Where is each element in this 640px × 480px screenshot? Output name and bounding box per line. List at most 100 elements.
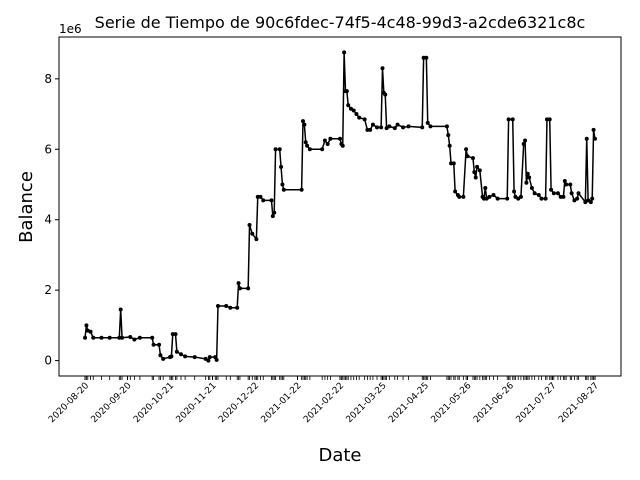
data-point (183, 354, 188, 359)
data-point (280, 182, 285, 187)
data-point (178, 352, 183, 357)
data-point (401, 125, 406, 130)
data-point (506, 117, 511, 122)
data-point (151, 342, 156, 347)
data-point (383, 92, 388, 97)
x-tick-label: 2020-11-21 (175, 381, 219, 425)
plot-frame (58, 36, 622, 377)
data-point (472, 170, 477, 175)
data-point (544, 117, 549, 122)
data-point (236, 281, 241, 286)
data-point (83, 335, 88, 340)
data-point (235, 305, 240, 310)
data-point (303, 140, 308, 145)
data-point (273, 147, 278, 152)
data-point (362, 117, 367, 122)
data-point (354, 112, 359, 117)
data-point (320, 147, 325, 152)
data-point (192, 355, 197, 360)
data-point (523, 138, 528, 143)
y-tick-label: 2 (44, 283, 52, 297)
data-point (91, 335, 96, 340)
data-point (524, 180, 529, 185)
data-point (527, 175, 532, 180)
data-point (555, 191, 560, 196)
x-tick-label: 2020-08-20 (47, 381, 91, 425)
data-point (340, 143, 345, 148)
x-tick-label: 2021-06-26 (472, 381, 516, 425)
y-tick-label: 4 (44, 213, 52, 227)
data-point (465, 154, 470, 159)
x-tick-label: 2021-08-27 (557, 381, 601, 425)
data-point (246, 286, 251, 291)
data-point (305, 143, 310, 148)
x-tick-label: 2021-05-26 (430, 381, 474, 425)
data-point (561, 194, 566, 199)
data-point (342, 50, 347, 55)
data-point (258, 194, 263, 199)
data-point (277, 147, 282, 152)
data-point (470, 156, 475, 161)
data-point (395, 122, 400, 127)
data-point (532, 191, 537, 196)
data-point (117, 335, 122, 340)
x-tick-label: 2021-01-22 (260, 381, 304, 425)
data-point (449, 161, 454, 166)
data-point (107, 335, 112, 340)
y-tick-label: 8 (44, 72, 52, 86)
data-point (387, 124, 392, 129)
data-point (365, 127, 370, 132)
data-point (150, 335, 155, 340)
data-point (525, 171, 530, 176)
data-point (99, 335, 104, 340)
x-axis-label: Date (318, 445, 361, 466)
y-axis-label: Balance (16, 171, 37, 243)
data-point (299, 187, 304, 192)
data-point (446, 133, 451, 138)
data-point (428, 124, 433, 129)
data-point (270, 214, 275, 219)
data-point (307, 147, 312, 152)
data-point (464, 147, 469, 152)
data-point (338, 136, 342, 141)
data-point (473, 175, 478, 180)
data-point (477, 168, 482, 173)
chart-title: Serie de Tiempo de 90c6fdec-74f5-4c48-99… (95, 13, 586, 32)
data-point (346, 103, 351, 108)
x-tick-label: 2021-07-27 (515, 381, 559, 425)
data-point (420, 125, 425, 130)
data-point (425, 120, 430, 125)
data-point (237, 286, 242, 291)
data-point (584, 136, 589, 141)
data-point (558, 194, 563, 199)
x-tick-label: 2021-04-25 (387, 381, 431, 425)
data-point (475, 164, 480, 169)
data-point (576, 191, 581, 196)
data-point (328, 136, 333, 141)
data-point (505, 196, 510, 201)
data-point (206, 358, 211, 363)
data-point (357, 115, 362, 120)
data-point (137, 335, 142, 340)
x-tick-label: 2020-10-21 (132, 381, 176, 425)
data-point (543, 196, 548, 201)
data-point (564, 182, 569, 187)
data-point (157, 342, 162, 347)
series-line (84, 52, 596, 362)
data-point (392, 126, 397, 131)
data-point (207, 355, 212, 360)
data-point (344, 89, 349, 94)
data-point (481, 196, 486, 201)
data-point (539, 196, 544, 201)
data-point (325, 141, 330, 146)
data-point (453, 189, 458, 194)
data-point (451, 161, 456, 166)
data-point (300, 119, 305, 124)
data-point (224, 303, 229, 308)
data-point (575, 196, 580, 201)
data-point (247, 222, 252, 227)
data-point (444, 124, 449, 129)
x-tick-label: 2020-12-22 (217, 381, 261, 425)
data-point (118, 307, 123, 312)
data-point (510, 117, 515, 122)
